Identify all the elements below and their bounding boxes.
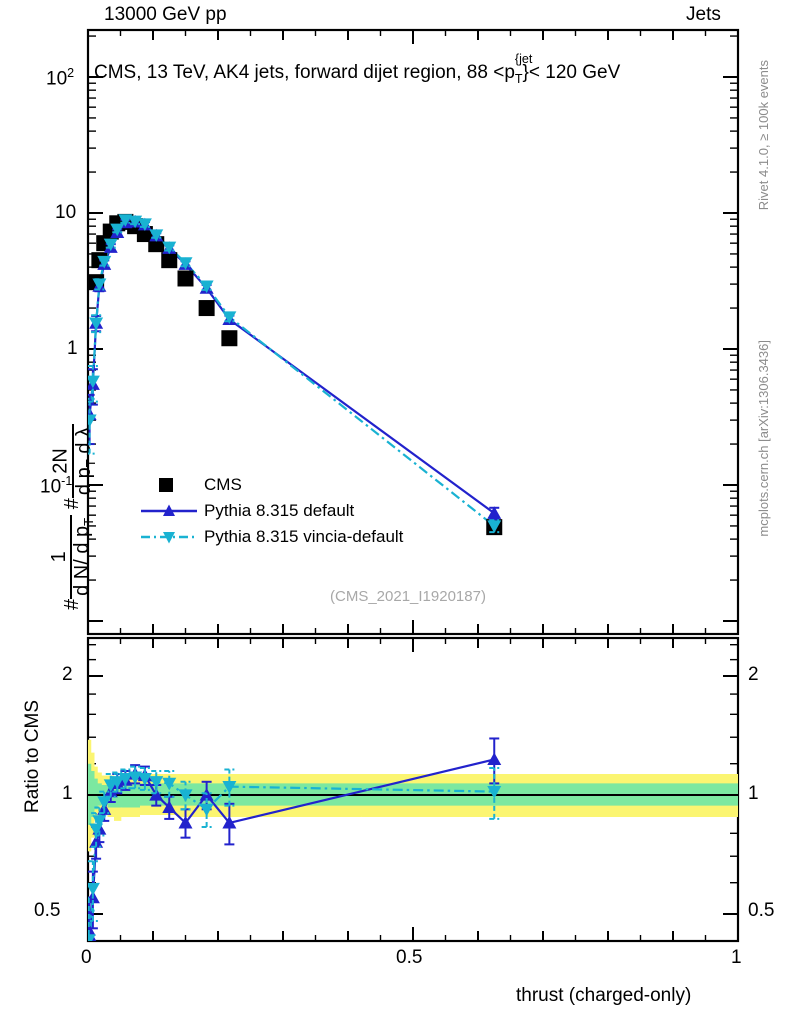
legend-swatch-triangle-up-icon	[140, 501, 198, 521]
xtick-0: 0	[81, 947, 92, 968]
main-ytick-100: 102	[46, 66, 75, 90]
ratio-data-layer	[88, 737, 502, 941]
legend-label-pythia-vincia: Pythia 8.315 vincia-default	[204, 527, 404, 546]
analysis-category-label: Jets	[686, 4, 721, 25]
ratio-uncertainty-bands	[88, 739, 738, 852]
legend-swatch-square-icon	[140, 475, 198, 495]
y-label-dpT: d p	[71, 525, 94, 554]
main-ytick-10: 10	[55, 202, 77, 223]
legend-label-cms: CMS	[204, 475, 242, 494]
ratio-ytick-0p5-right: 0.5	[748, 900, 775, 921]
ratio-panel-frame	[86, 636, 740, 943]
ratio-band-outer	[88, 739, 738, 852]
mcplots-text: mcplots.cern.ch [arXiv:1306.3436]	[756, 340, 771, 537]
y-label-d: 2	[49, 462, 72, 474]
y-label-N: N	[49, 448, 72, 463]
ratio-ytick-1-right: 1	[748, 783, 759, 804]
ratio-ytick-2-right: 2	[748, 664, 759, 685]
y-label-one: 1	[48, 551, 71, 563]
plot-title-sub: T	[514, 71, 523, 86]
legend-swatch-triangle-down-icon	[140, 527, 198, 547]
ratio-x-ticks	[87, 638, 739, 941]
ratio-ytick-1-left: 1	[62, 783, 73, 804]
main-series-line-1	[88, 220, 495, 515]
ratio-y-ticks	[88, 643, 738, 915]
ratio-ytick-2-left: 2	[62, 664, 73, 685]
analysis-id-credit: (CMS_2021_I1920187)	[330, 588, 486, 605]
y-label-T1: T	[81, 517, 97, 526]
legend: CMS Pythia 8.315 default Pythia 8.315 vi…	[140, 472, 403, 550]
ratio-series-line-1	[89, 775, 495, 941]
plot-title-main: CMS, 13 TeV, AK4 jets, forward dijet reg…	[94, 62, 515, 83]
legend-item-cms[interactable]: CMS	[140, 472, 403, 498]
main-y-axis-label: # 1 d N/ d pT # 2N d pT d λ	[2, 30, 98, 630]
legend-item-pythia-default[interactable]: Pythia 8.315 default	[140, 498, 403, 524]
y-label-dN: d N	[71, 564, 94, 596]
y-label-T2: T	[82, 459, 98, 468]
x-axis-label: thrust (charged-only)	[516, 985, 692, 1006]
legend-item-pythia-vincia[interactable]: Pythia 8.315 vincia-default	[140, 524, 403, 550]
legend-label-pythia-default: Pythia 8.315 default	[204, 501, 355, 520]
y-label-dpT2: d p	[72, 467, 95, 496]
ratio-ytick-0p5-left: 0.5	[34, 900, 61, 921]
xtick-1: 1	[731, 947, 742, 968]
main-ytick-1: 1	[67, 338, 78, 359]
rivet-version-text: Rivet 4.1.0, ≥ 100k events	[756, 60, 771, 211]
ratio-band-inner	[88, 763, 738, 825]
ratio-series-1-markers	[88, 765, 502, 941]
ratio-series-line-0	[88, 758, 495, 937]
main-ytick-0p1: 10-1	[40, 474, 73, 498]
beam-energy-label: 13000 GeV pp	[104, 4, 227, 25]
plot-title-tail: }< 120 GeV	[522, 62, 621, 83]
ratio-y-axis-label-text: Ratio to CMS	[22, 700, 43, 813]
plot-title: CMS, 13 TeV, AK4 jets, forward dijet reg…	[94, 52, 621, 86]
y-label-hash1: #	[61, 598, 84, 610]
xtick-0p5: 0.5	[396, 947, 423, 968]
plot-title-sup: {jet	[514, 52, 533, 66]
y-label-dlambda: d λ	[72, 426, 95, 454]
y-label-hash2: #	[61, 498, 84, 510]
ratio-series-0-markers	[88, 737, 502, 941]
